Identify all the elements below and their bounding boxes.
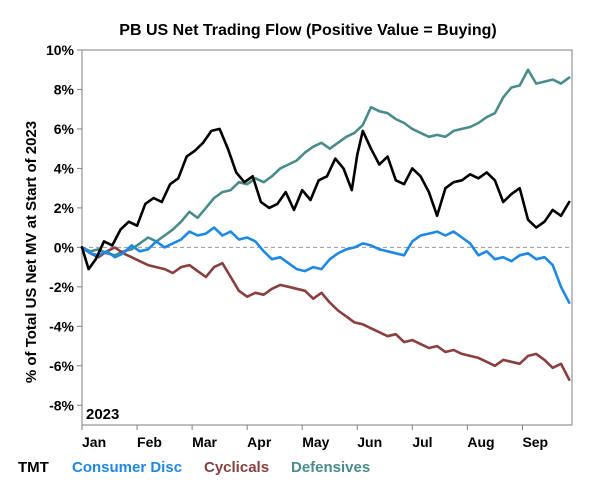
y-tick-label: 2% <box>54 200 75 216</box>
series-line-consumer-disc <box>80 226 571 304</box>
y-tick-label: 6% <box>54 121 75 137</box>
y-tick-label: -2% <box>49 279 74 295</box>
x-tick-label: Jun <box>357 434 382 450</box>
x-tick-label: Apr <box>247 434 272 450</box>
y-tick-label: -6% <box>49 358 74 374</box>
y-tick-label: -8% <box>49 397 74 413</box>
series-lines <box>80 68 571 381</box>
chart-title: PB US Net Trading Flow (Positive Value =… <box>119 22 496 39</box>
x-tick-label: Mar <box>192 434 217 450</box>
x-tick-label: May <box>302 434 329 450</box>
y-tick-labels: -8% -6% -4% -2% 0% 2% 4% 6% 8% 10% <box>46 42 82 413</box>
x-tick-label: Aug <box>467 434 494 450</box>
y-tick-label: 4% <box>54 160 75 176</box>
legend-item-consumer-disc: Consumer Disc <box>72 459 182 476</box>
legend-item-tmt: TMT <box>18 459 49 476</box>
x-tick-label: Sep <box>522 434 548 450</box>
legend-item-cyclicals: Cyclicals <box>204 459 269 476</box>
y-tick-label: 0% <box>54 239 75 255</box>
series-line-defensives <box>80 68 571 257</box>
y-tick-label: 8% <box>54 81 75 97</box>
x-tick-label: Feb <box>137 434 162 450</box>
series-line-tmt <box>80 127 571 271</box>
plot-frame <box>81 49 573 426</box>
y-axis-label: % of Total US Net MV at Start of 2023 <box>23 121 40 383</box>
year-annotation: 2023 <box>86 406 119 423</box>
x-tick-label: Jan <box>82 434 106 450</box>
series-line-cyclicals <box>80 246 571 381</box>
x-tick-label: Jul <box>412 434 432 450</box>
y-tick-label: -4% <box>49 318 74 334</box>
legend-item-defensives: Defensives <box>291 459 370 476</box>
legend: TMT Consumer Disc Cyclicals Defensives <box>18 459 370 476</box>
y-tick-label: 10% <box>46 42 75 58</box>
x-tick-labels: Jan Feb Mar Apr May Jun Jul Aug Sep <box>81 425 548 450</box>
